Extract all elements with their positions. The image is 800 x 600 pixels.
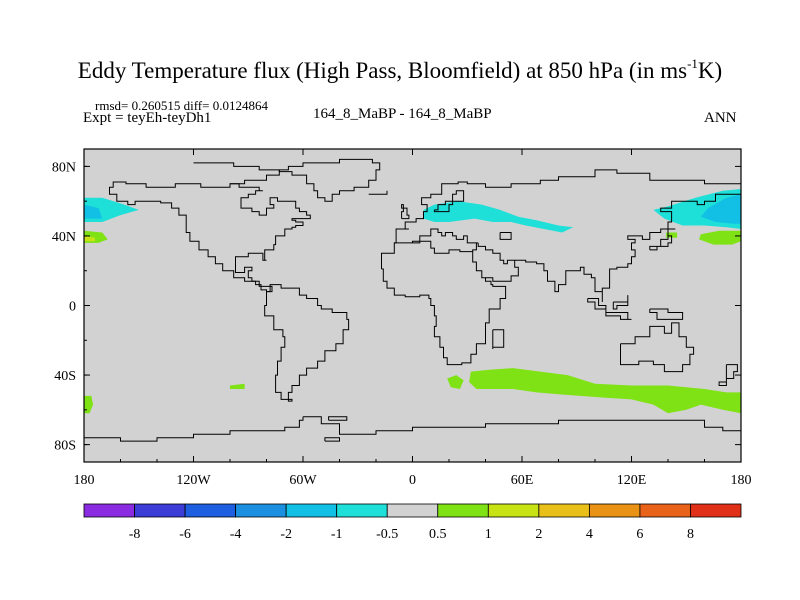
region-north-pacific-east-core [700, 194, 741, 224]
coastline-segment [612, 295, 629, 310]
region-pacific-subtropics-west-core [84, 235, 95, 242]
coastline-segment [394, 169, 742, 244]
coastline-segment [649, 308, 684, 320]
colorbar-swatch [487, 503, 540, 518]
x-tick-label: 120E [617, 473, 647, 488]
coastline-segment [324, 437, 340, 442]
colorbar-label: -1 [331, 527, 343, 542]
colorbar-swatch [184, 503, 237, 518]
coastline-segment [649, 228, 676, 251]
coastline-segment [433, 190, 465, 213]
coastline-segment [109, 162, 280, 293]
colorbar-label: 2 [535, 527, 542, 542]
colorbar-swatch [437, 503, 489, 518]
coastline-segment [381, 240, 507, 366]
season-label: ANN [704, 110, 737, 126]
region-southern-ocean-small [447, 375, 464, 389]
x-axis: 180 120W 60W 0 60E 120E 180 [74, 149, 752, 488]
x-tick-label: 180 [74, 473, 95, 488]
x-tick-label: 0 [409, 473, 416, 488]
coastline-segment [620, 322, 695, 373]
y-tick-label: 80S [54, 439, 76, 454]
x-tick-label: 180 [731, 473, 752, 488]
y-axis: 80N 40N 0 40S 80S [52, 160, 741, 454]
coastline-segment [278, 158, 381, 202]
colorbar-label: -2 [280, 527, 292, 542]
colorbar-swatch [235, 503, 287, 518]
y-tick-label: 80N [52, 160, 76, 175]
x-tick-label: 120W [176, 473, 211, 488]
colorbar-swatch [588, 503, 641, 518]
region-pacific-subtropics-east [699, 230, 741, 245]
coastline-segment [328, 416, 348, 421]
map-background [84, 149, 741, 462]
colorbar-swatch [336, 503, 388, 518]
case-comparison-label: 164_8_MaBP - 164_8_MaBP [313, 106, 492, 122]
coastline-segment [230, 183, 311, 293]
colorbar-swatch [538, 503, 590, 518]
colorbar-swatch [386, 503, 439, 518]
experiment-label: Expt = teyEh-teyDh1 [83, 110, 212, 126]
colorbar-label: -6 [179, 527, 191, 542]
colorbar-label: 0.5 [429, 527, 447, 542]
colorbar-swatch [134, 503, 186, 518]
coastline-segment [303, 416, 742, 438]
coastline-segment [401, 204, 410, 220]
region-south-pacific-edge [84, 395, 94, 414]
coastline-segment [492, 329, 505, 349]
region-eurasia-band [423, 201, 574, 233]
x-tick-label: 60E [511, 473, 534, 488]
y-tick-label: 40S [54, 369, 76, 384]
colorbar: -8 -6 -4 -2 -1 -0.5 0.5 1 2 4 6 8 [83, 503, 742, 542]
region-north-pacific-west-core [84, 204, 103, 219]
chart-title: Eddy Temperature flux (High Pass, Bloomf… [77, 56, 723, 83]
colorbar-swatch [285, 503, 338, 518]
coastline-segment [84, 416, 304, 442]
colorbar-swatch [83, 503, 135, 518]
coastline-segment [368, 190, 388, 195]
x-tick-label: 60W [289, 473, 317, 488]
coastline-segment [477, 242, 519, 282]
colorbar-label: -8 [129, 527, 141, 542]
colorbar-label: 6 [636, 527, 643, 542]
y-tick-label: 40N [52, 230, 76, 245]
colorbar-label: 1 [485, 527, 492, 542]
colorbar-label: -0.5 [376, 527, 398, 542]
colorbar-swatch [690, 503, 742, 518]
region-south-atlantic-dot [230, 383, 245, 389]
region-southern-ocean-band [469, 368, 741, 414]
coastlines [84, 158, 742, 442]
coastline-segment [718, 364, 738, 386]
coastline-segment [587, 298, 632, 320]
coastline-segment [514, 193, 741, 302]
rmsd-diff-stats: rmsd= 0.260515 diff= 0.0124864 [95, 98, 268, 113]
colorbar-label: 8 [687, 527, 694, 542]
colorbar-label: 4 [586, 527, 593, 542]
colorbar-label: -4 [230, 527, 242, 542]
coastline-segment [499, 232, 512, 240]
colorbar-swatch [639, 503, 691, 518]
anomaly-fills [84, 189, 741, 414]
y-tick-label: 0 [69, 300, 76, 315]
coastline-segment [264, 284, 350, 402]
